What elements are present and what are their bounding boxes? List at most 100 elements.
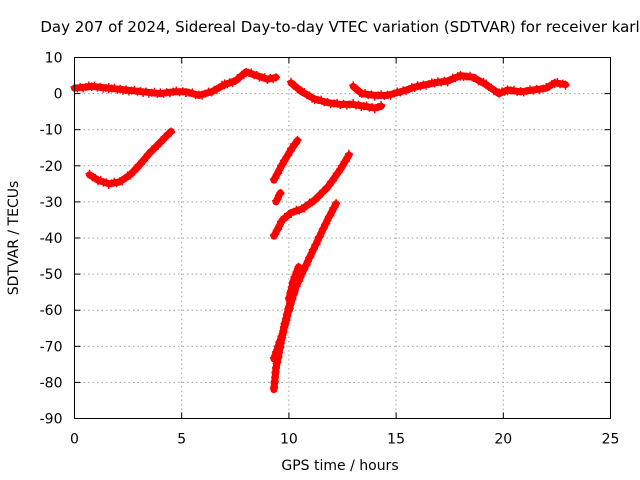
data-point-marker (329, 176, 337, 185)
y-tick-label: 10 (45, 51, 63, 67)
data-point-marker (323, 216, 332, 225)
data-point-marker (275, 221, 284, 230)
data-point-marker (272, 196, 280, 205)
data-point-marker (277, 332, 286, 341)
data-point-marker (292, 268, 301, 277)
data-point-marker (294, 262, 303, 271)
series-satellite-b (287, 77, 386, 114)
y-tick-label: -30 (40, 195, 63, 211)
data-point-marker (289, 277, 298, 286)
data-point-marker (278, 160, 287, 168)
data-point-marker (306, 253, 315, 262)
data-point-marker (273, 346, 282, 355)
data-point-marker (310, 244, 318, 253)
data-point-marker (271, 174, 280, 183)
y-axis-label: SDTVAR / TECUs (6, 181, 22, 296)
data-point-marker (327, 177, 336, 186)
data-point-marker (272, 226, 281, 235)
data-point-marker (323, 182, 332, 191)
x-tick-label: 25 (602, 432, 620, 448)
data-point-marker (284, 305, 293, 314)
data-point-marker (275, 337, 284, 346)
data-point-marker (325, 181, 334, 190)
data-point-marker (277, 217, 285, 226)
data-point-marker (281, 155, 290, 164)
data-point-marker (314, 233, 323, 242)
data-point-marker (279, 326, 288, 335)
data-point-marker (329, 203, 338, 212)
data-point-marker (269, 353, 278, 362)
data-point-marker (284, 151, 293, 160)
data-point-marker (285, 148, 294, 156)
data-point-marker (274, 169, 283, 178)
series-satellite-g (269, 149, 353, 240)
data-point-marker (281, 317, 290, 326)
x-tick-label: 5 (177, 432, 186, 448)
y-tick-label: -20 (40, 159, 63, 175)
data-point-marker (274, 225, 283, 234)
series-satellite-j (284, 262, 303, 303)
x-tick-label: 0 (70, 432, 79, 448)
series-satellite-e (269, 135, 302, 184)
data-point-marker (324, 212, 333, 221)
y-tick-label: -90 (40, 412, 63, 428)
data-point-marker (561, 80, 570, 89)
data-point-marker (275, 165, 284, 174)
data-point-marker (330, 173, 339, 182)
y-tick-label: 0 (54, 87, 63, 103)
data-point-marker (166, 127, 175, 136)
data-point-marker (308, 245, 317, 254)
data-point-marker (271, 230, 280, 239)
x-axis-label: GPS time / hours (281, 458, 398, 474)
y-tick-label: -10 (40, 123, 63, 139)
y-tick-label: -60 (40, 303, 63, 319)
plot-frame (74, 57, 611, 419)
data-point-marker (339, 161, 348, 170)
data-point-marker (332, 169, 341, 178)
data-point-marker (302, 261, 311, 269)
data-point-marker (311, 241, 320, 250)
series-satellite-d (85, 127, 175, 189)
data-point-marker (287, 287, 295, 296)
data-point-marker (327, 207, 336, 216)
data-point-marker (285, 304, 294, 313)
data-point-marker (293, 267, 302, 275)
data-point-marker (336, 165, 345, 174)
axis-ticks: 0 5 10 15 20 25 10 0 -10 -20 -30 -40 -50 -60 -70 -80 -90 (40, 51, 620, 448)
series-satellite-f (272, 188, 285, 206)
data-point-marker (300, 265, 309, 274)
data-point-marker (291, 272, 300, 281)
data-point-marker (274, 342, 283, 351)
y-tick-label: -50 (40, 267, 63, 283)
x-tick-label: 15 (387, 432, 405, 448)
data-point-marker (293, 136, 302, 145)
data-point-marker (326, 211, 335, 220)
data-point-marker (332, 199, 341, 208)
data-series (70, 67, 570, 394)
data-point-marker (344, 150, 353, 159)
data-point-marker (272, 348, 280, 356)
x-tick-label: 20 (494, 432, 512, 448)
data-point-marker (283, 312, 292, 321)
data-point-marker (276, 336, 285, 345)
chart-title: Day 207 of 2024, Sidereal Day-to-day VTE… (40, 18, 639, 36)
data-point-marker (269, 231, 278, 239)
data-point-marker (307, 249, 316, 258)
data-point-marker (319, 224, 328, 233)
x-tick-label: 10 (280, 432, 298, 448)
data-point-marker (316, 232, 325, 241)
data-point-marker (282, 316, 291, 325)
data-point-marker (318, 225, 327, 234)
data-point-marker (280, 322, 289, 331)
data-point-marker (342, 157, 351, 165)
y-tick-label: -80 (40, 375, 63, 391)
series-satellite-a (70, 67, 281, 100)
data-point-marker (301, 261, 310, 270)
data-point-marker (290, 273, 299, 282)
y-tick-label: -70 (40, 339, 63, 355)
y-tick-label: -40 (40, 231, 63, 247)
data-point-marker (272, 73, 281, 82)
series-satellite-c (349, 71, 570, 101)
data-point-marker (280, 321, 289, 330)
